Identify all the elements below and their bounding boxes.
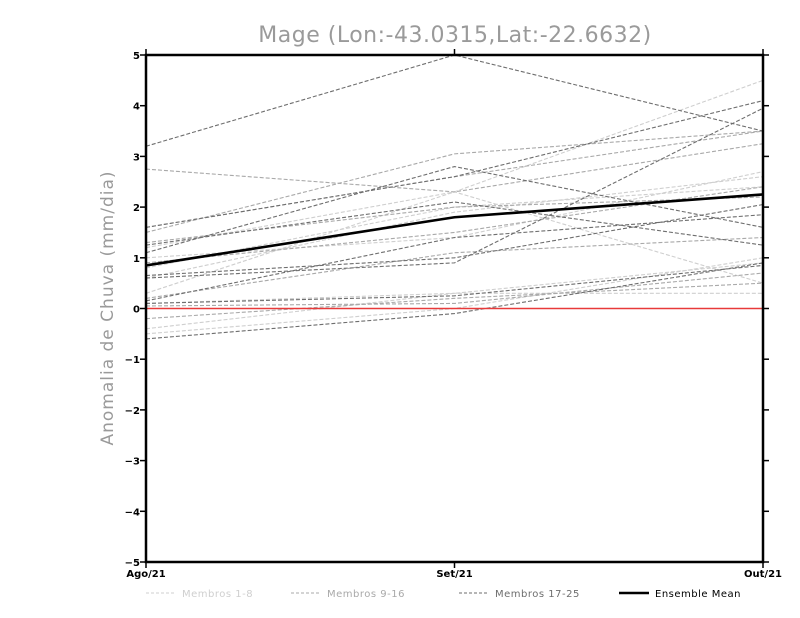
member-line-m2 — [145, 171, 764, 259]
legend-label: Membros 9-16 — [327, 589, 405, 600]
legend-label: Membros 17-25 — [495, 589, 580, 600]
y-tick-label: 5 — [133, 51, 140, 62]
member-line-m12 — [145, 236, 764, 299]
member-line-m25 — [145, 204, 764, 277]
member-line-m15 — [145, 130, 764, 228]
y-axis-label: Anomalia de Chuva (mm/dia) — [98, 170, 118, 445]
y-tick-label: 0 — [133, 305, 140, 316]
member-line-m14 — [145, 196, 764, 244]
x-tick-label: Out/21 — [744, 569, 782, 580]
member-line-m17 — [145, 54, 764, 147]
member-line-m7 — [145, 292, 763, 304]
y-tick-label: −4 — [125, 507, 140, 518]
y-tick-label: 2 — [133, 203, 140, 214]
member-line-m4 — [145, 186, 764, 269]
member-line-m16 — [145, 272, 764, 307]
member-line-m8 — [145, 176, 764, 279]
y-tick-label: −5 — [125, 558, 140, 569]
y-tick-label: −1 — [125, 355, 140, 366]
y-tick-label: −2 — [125, 406, 140, 417]
member-line-m13 — [145, 282, 764, 320]
member-line-m19 — [145, 262, 764, 340]
x-tick-label: Ago/21 — [126, 569, 165, 580]
member-line-m23 — [145, 264, 764, 304]
plot-area — [145, 54, 764, 340]
member-line-m10 — [145, 130, 764, 233]
member-line-m18 — [145, 100, 764, 228]
x-tick-label: Set/21 — [436, 569, 472, 580]
member-line-m20 — [145, 107, 764, 279]
member-line-m21 — [145, 165, 764, 254]
member-line-m5 — [145, 262, 764, 330]
x-axis-ticks: Ago/21 Set/21 Out/21 — [126, 49, 782, 580]
member-line-m24 — [145, 201, 764, 246]
y-tick-label: −3 — [125, 457, 140, 468]
y-axis-ticks: −5 −4 −3 −2 −1 0 1 2 3 4 5 — [125, 51, 769, 569]
ensemble-mean-line — [145, 193, 764, 267]
y-tick-label: 4 — [133, 102, 140, 113]
y-tick-label: 3 — [133, 152, 140, 163]
chart-title: Mage (Lon:-43.0315,Lat:-22.6632) — [258, 23, 651, 48]
legend: Membros 1-8 Membros 9-16 Membros 17-25 Ense… — [146, 589, 741, 600]
y-tick-label: 1 — [133, 254, 140, 265]
member-line-m22 — [145, 214, 764, 302]
legend-label: Ensemble Mean — [655, 589, 741, 600]
member-line-m9 — [145, 143, 764, 193]
legend-label: Membros 1-8 — [182, 589, 253, 600]
member-line-m1 — [145, 79, 764, 294]
